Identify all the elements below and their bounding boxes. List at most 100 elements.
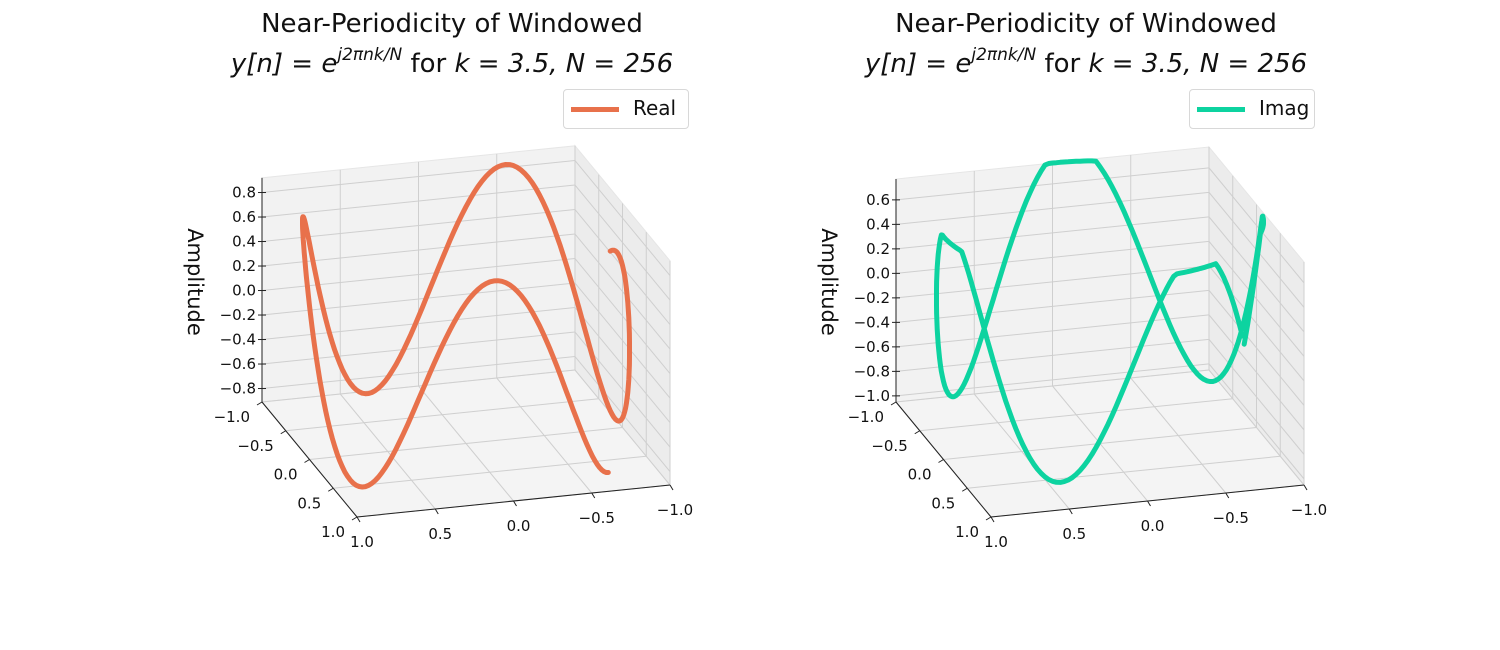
z-tick-label: −0.4 bbox=[854, 313, 890, 331]
z-tick-label: 0.6 bbox=[866, 191, 890, 209]
x-tick bbox=[356, 516, 361, 523]
x-tick bbox=[990, 516, 995, 523]
z-tick-label: −0.8 bbox=[854, 362, 890, 380]
gridline-z-side bbox=[1208, 290, 1305, 406]
gridline-z-side bbox=[574, 184, 671, 301]
y-tick bbox=[304, 459, 310, 463]
y-tick bbox=[961, 487, 968, 492]
x-tick-label: −0.5 bbox=[1213, 509, 1249, 527]
gridline-y-floor bbox=[285, 398, 599, 432]
z-tick-label: 0.4 bbox=[232, 233, 256, 251]
y-tick bbox=[938, 459, 944, 463]
x-tick bbox=[1147, 500, 1151, 507]
x-tick-label: −1.0 bbox=[1291, 501, 1327, 519]
gridline-z-back bbox=[261, 160, 576, 194]
legend: Real bbox=[563, 89, 689, 129]
title-math-exponent: j2πnk/N bbox=[337, 45, 403, 65]
gridline-z-side bbox=[574, 160, 671, 276]
title-for: for bbox=[1036, 49, 1089, 79]
z-tick-label: −0.2 bbox=[854, 289, 890, 307]
z-tick-label: −0.8 bbox=[220, 380, 256, 398]
left-panel-real: Near-Periodicity of Windowed y[n] = ej2π… bbox=[183, 9, 693, 551]
x-tick-label: −1.0 bbox=[657, 501, 693, 519]
x-tick bbox=[1303, 484, 1308, 491]
y-tick bbox=[890, 401, 897, 406]
chart-title: Near-Periodicity of Windowed y[n] = ej2π… bbox=[634, 4, 1500, 84]
legend-label-real: Real bbox=[633, 96, 677, 120]
y-tick bbox=[351, 516, 358, 521]
y-tick bbox=[985, 516, 992, 521]
z-tick-label: 0.2 bbox=[866, 240, 890, 258]
x-tick bbox=[1225, 492, 1230, 499]
y-tick-label: 1.0 bbox=[321, 523, 345, 541]
gridline-z-back bbox=[895, 191, 1210, 225]
gridline-z-back bbox=[895, 314, 1210, 348]
x-tick-label: 0.5 bbox=[1062, 525, 1086, 543]
title-math-lhs: y[n] = e bbox=[230, 49, 338, 79]
gridline-y-floor bbox=[919, 398, 1233, 432]
title-k: k = 3.5, bbox=[454, 49, 566, 79]
y-tick-label: 0.5 bbox=[297, 494, 321, 512]
title-line-1: Near-Periodicity of Windowed bbox=[261, 9, 643, 39]
y-tick bbox=[327, 487, 334, 492]
z-tick-label: −0.2 bbox=[220, 306, 256, 324]
right-panel-imag: Near-Periodicity of Windowed y[n] = ej2π… bbox=[634, 0, 1384, 650]
gridline-z-side bbox=[1208, 314, 1305, 431]
x-tick bbox=[669, 484, 674, 491]
gridline-z-side bbox=[1208, 167, 1305, 284]
gridline-y-floor bbox=[309, 427, 623, 460]
legend-swatch-imag bbox=[1197, 107, 1245, 112]
gridline-z-side bbox=[1208, 339, 1305, 455]
gridline-z-side bbox=[574, 307, 671, 423]
z-axis-label: Amplitude bbox=[817, 228, 841, 336]
gridline-z-side bbox=[1208, 363, 1305, 480]
chart-title: Near-Periodicity of Windowed y[n] = ej2π… bbox=[0, 4, 904, 84]
gridline-z-back bbox=[261, 184, 576, 218]
series-line-imag bbox=[934, 158, 1266, 485]
legend: Imag bbox=[1189, 89, 1315, 129]
z-tick-label: −1.0 bbox=[854, 387, 890, 405]
z-axis-label: Amplitude bbox=[183, 228, 207, 336]
z-tick-label: −0.6 bbox=[220, 355, 256, 373]
x-tick bbox=[513, 500, 517, 507]
x-tick-label: 1.0 bbox=[984, 533, 1008, 551]
y-tick-label: 0.0 bbox=[274, 466, 298, 484]
gridline-z-back bbox=[261, 258, 576, 292]
gridline-z-side bbox=[1208, 241, 1305, 357]
series-line-real bbox=[300, 162, 632, 490]
gridline-z-back bbox=[895, 265, 1210, 299]
legend-swatch-real bbox=[571, 107, 619, 112]
y-tick-label: −0.5 bbox=[237, 437, 273, 455]
title-line-2: y[n] = ej2πnk/N for k = 3.5, N = 256 bbox=[0, 44, 904, 84]
y-tick-label: −1.0 bbox=[214, 408, 250, 426]
title-math-exponent: j2πnk/N bbox=[971, 45, 1037, 65]
title-for: for bbox=[402, 49, 455, 79]
gridline-z-back bbox=[895, 240, 1210, 274]
x-tick bbox=[1068, 508, 1073, 515]
gridline-z-side bbox=[574, 282, 671, 399]
gridline-z-back bbox=[895, 338, 1210, 372]
gridline-y-floor bbox=[261, 369, 576, 403]
z-tick-label: 0.0 bbox=[866, 264, 890, 282]
z-tick-label: 0.0 bbox=[232, 282, 256, 300]
z-tick-label: 0.6 bbox=[232, 208, 256, 226]
title-line-1: Near-Periodicity of Windowed bbox=[895, 9, 1277, 39]
title-math-lhs: y[n] = e bbox=[864, 49, 972, 79]
z-tick-label: −0.4 bbox=[220, 331, 256, 349]
y-tick bbox=[280, 430, 287, 435]
x-tick-label: 1.0 bbox=[350, 533, 374, 551]
y-tick-label: 1.0 bbox=[955, 523, 979, 541]
gridline-y-floor bbox=[967, 455, 1281, 489]
gridline-z-back bbox=[261, 209, 576, 243]
z-tick-label: 0.4 bbox=[866, 215, 890, 233]
y-tick-label: −0.5 bbox=[871, 437, 907, 455]
legend-label-imag: Imag bbox=[1259, 96, 1310, 120]
z-tick-label: 0.2 bbox=[232, 257, 256, 275]
y-tick bbox=[914, 430, 921, 435]
title-n: N = 256 bbox=[1199, 49, 1308, 79]
x-tick bbox=[434, 508, 439, 515]
z-tick-label: −0.6 bbox=[854, 338, 890, 356]
gridline-z-back bbox=[261, 356, 576, 390]
z-tick-label: 0.8 bbox=[232, 184, 256, 202]
x-tick-label: −0.5 bbox=[579, 509, 615, 527]
